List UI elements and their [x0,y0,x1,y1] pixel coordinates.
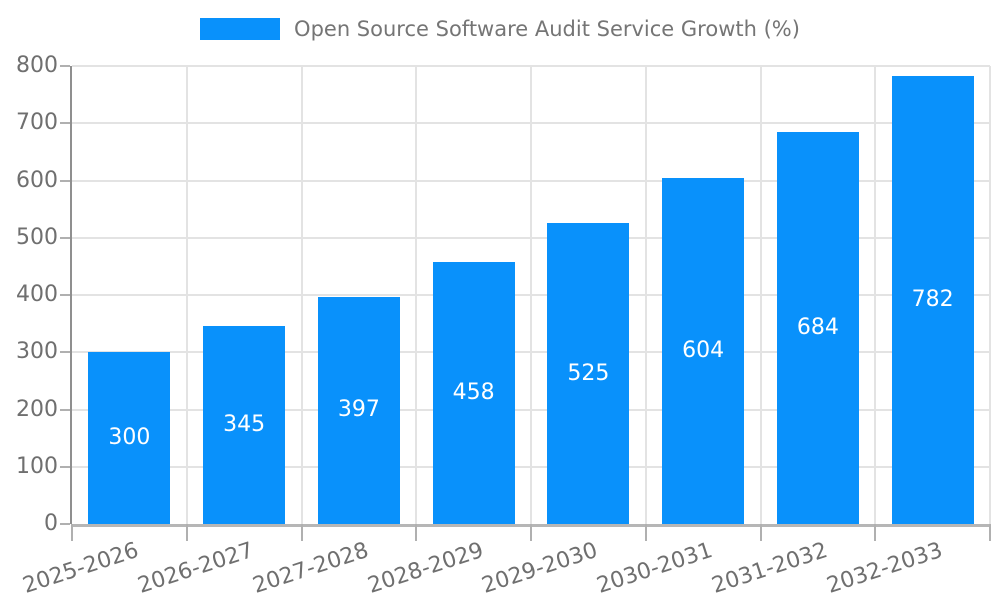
gridline-v [300,66,303,524]
legend: Open Source Software Audit Service Growt… [0,16,1000,42]
y-tick [60,122,70,125]
gridline-v [759,66,762,524]
bar-value-label: 458 [452,379,495,405]
x-tick [989,524,991,541]
gridline-v [415,66,418,524]
y-tick-label: 600 [16,167,58,193]
y-tick [60,523,70,525]
y-tick [60,408,70,411]
x-tick [530,524,532,541]
y-tick [60,65,70,67]
y-axis-line [70,66,72,524]
x-tick-label: 2025-2026 [20,538,143,599]
x-tick [185,524,188,541]
gridline-v [989,66,991,524]
gridline-v [185,66,188,524]
x-tick [300,524,303,541]
x-tick-label: 2032-2033 [823,538,946,599]
bar-value-label: 684 [796,315,839,341]
bar-value-label: 345 [223,412,266,438]
x-tick-label: 2028-2029 [364,538,487,599]
y-tick-label: 100 [16,453,58,479]
x-tick-label: 2030-2031 [594,538,716,599]
x-tick [874,524,877,541]
bar-value-label: 604 [682,338,725,364]
x-tick-label: 2029-2030 [479,538,602,599]
bar: 525 [547,223,630,524]
y-tick-label: 0 [44,511,58,536]
y-tick-label: 500 [16,224,58,250]
gridline-v [874,66,877,524]
bar: 458 [432,261,515,524]
x-tick-label: 2031-2032 [708,538,831,599]
x-tick-label: 2026-2027 [135,538,257,599]
y-tick-label: 800 [16,53,58,78]
y-tick [60,465,70,468]
x-tick [644,524,647,541]
y-tick-label: 300 [16,339,58,365]
x-tick [71,524,73,541]
bar: 300 [88,352,171,524]
legend-label: Open Source Software Audit Service Growt… [294,17,800,41]
bar: 604 [662,178,745,524]
x-tick [759,524,762,541]
bar-value-label: 300 [108,425,151,451]
gridline-v [530,66,532,524]
x-tick [415,524,418,541]
y-tick [60,294,70,296]
y-tick [60,179,70,182]
bar: 397 [317,296,400,524]
bar-value-label: 782 [911,287,954,313]
bar: 782 [891,76,974,524]
y-tick-label: 700 [16,110,58,136]
legend-swatch [200,18,281,40]
bar: 684 [776,132,859,524]
y-tick-label: 400 [16,282,58,307]
y-tick [60,351,70,354]
bar-value-label: 525 [567,360,610,386]
x-tick-label: 2027-2028 [249,538,372,599]
y-tick-label: 200 [16,396,58,422]
bar: 345 [203,326,286,524]
gridline-v [644,66,647,524]
bar-value-label: 397 [337,397,380,423]
y-tick [60,236,70,239]
